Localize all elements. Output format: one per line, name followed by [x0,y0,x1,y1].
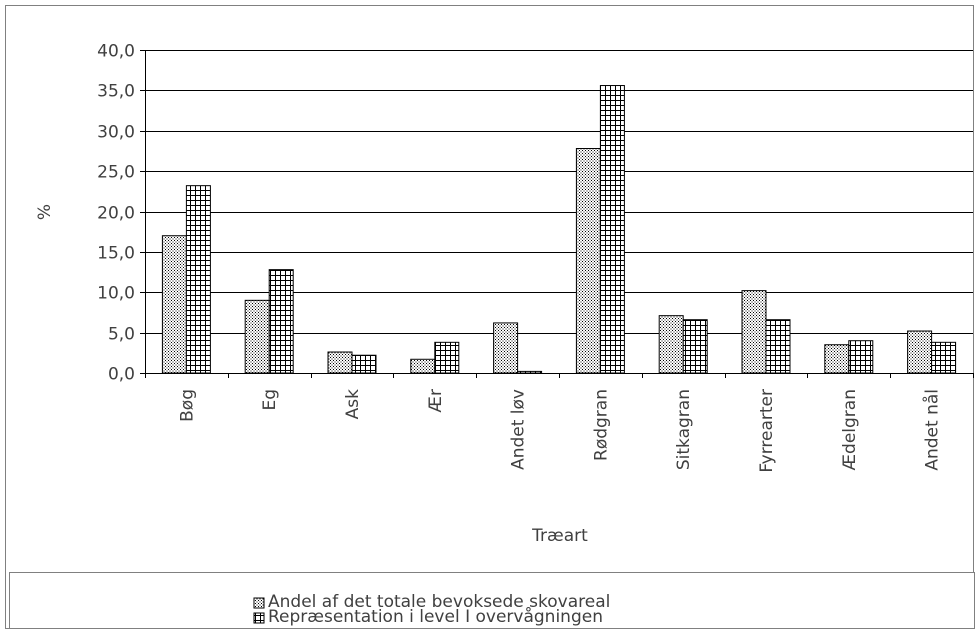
bar-areal-10 [907,330,933,374]
x-tick-label: Bøg [177,389,197,422]
bars [161,85,957,374]
x-tick-label: Ask [343,389,363,419]
y-tick-label: 30,0 [97,123,135,143]
y-tick-label: 25,0 [97,163,135,183]
legend-swatch-grid [253,612,265,624]
x-tick-label: Rødgran [591,389,611,461]
x-tick-label: Eg [260,389,280,411]
x-axis-label: Træart [531,526,588,546]
x-tick-label: Fyrrearter [757,389,777,473]
bar-areal-2 [244,299,270,374]
bar-level-i-9 [848,340,874,374]
x-tick-label: Andet nål [922,389,943,471]
bar-level-i-2 [268,269,294,374]
x-tick-label: Ædelgran [840,389,860,471]
x-tick-label: Sitkagran [674,389,694,470]
bar-areal-1 [161,235,187,374]
legend: Andel af det totale bevoksede skovareal … [9,572,975,629]
y-tick-label: 5,0 [108,325,135,345]
y-tick-label: 20,0 [97,204,135,224]
bar-areal-9 [824,344,850,374]
bar-level-i-7 [682,319,708,374]
y-tick-label: 15,0 [97,244,135,264]
bar-level-i-3 [351,354,377,374]
y-tick-label: 35,0 [97,82,135,102]
legend-swatch-dots [253,597,265,609]
y-tick-labels: 0,0 5,0 10,0 15,0 20,0 25,0 30,0 35,0 40,0 [97,42,135,385]
bar-level-i-1 [185,185,211,374]
bar-areal-7 [658,315,684,374]
bar-level-i-10 [931,341,957,374]
y-tick-label: 40,0 [97,42,135,62]
bar-level-i-6 [599,85,625,374]
bar-areal-8 [741,290,767,374]
bar-areal-5 [493,322,519,374]
x-tick-label: Ær [426,389,446,413]
y-tick-label: 10,0 [97,284,135,304]
chart-area-border [5,5,974,629]
x-tick-labels: Bøg Eg Ask Ær Andet løv Rødgran Sitkagran Fyrre… [177,389,942,473]
x-tick-label: Andet løv [509,389,529,470]
y-tick-label: 0,0 [108,365,135,385]
bar-level-i-4 [434,341,460,374]
legend-label-series-2: Repræsentation i level I overvågningen [268,606,603,627]
bar-level-i-8 [765,319,791,374]
bar-level-i-5 [517,370,543,374]
legend-box [9,572,975,629]
legend-label-series-1: Andel af det totale bevoksede skovareal [268,592,610,612]
y-axis-label: % [35,204,55,220]
bar-areal-3 [327,351,353,374]
axes [140,50,974,378]
bar-areal-6 [575,148,601,374]
bar-areal-4 [410,358,436,374]
